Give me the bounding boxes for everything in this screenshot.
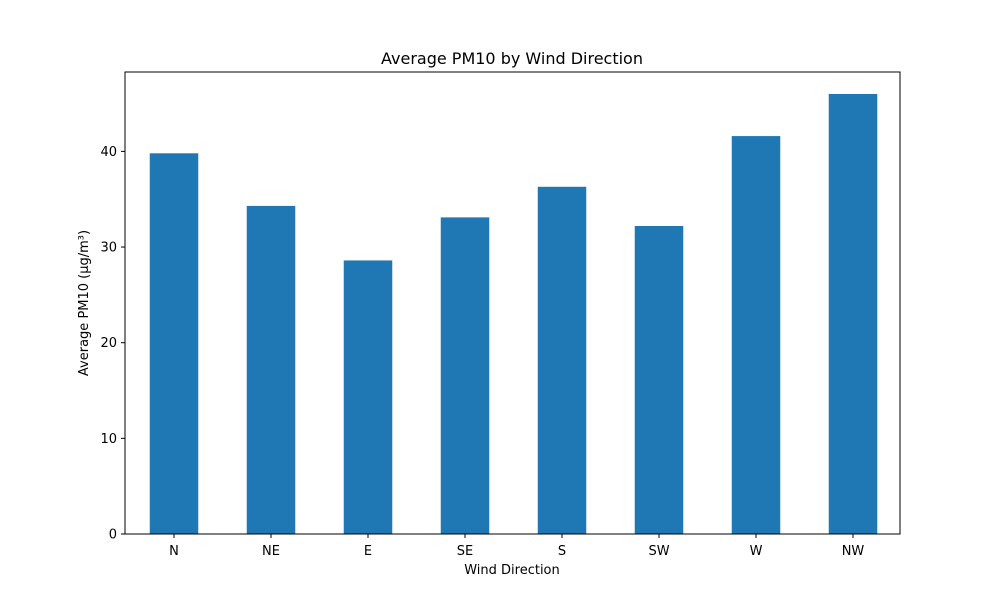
x-tick-label: N	[169, 544, 179, 559]
bar-e	[343, 260, 393, 534]
bars	[149, 94, 878, 535]
x-axis-label: Wind Direction	[464, 563, 560, 578]
chart-title: Average PM10 by Wind Direction	[381, 49, 643, 68]
bar-nw	[828, 94, 878, 534]
x-tick-label: NW	[842, 544, 865, 559]
y-axis-ticks: 0 10 20 30 40	[100, 145, 125, 543]
x-tick-label: S	[558, 544, 566, 559]
y-tick-label: 40	[100, 145, 117, 160]
y-tick-label: 20	[100, 336, 117, 351]
bar-s	[537, 186, 587, 535]
y-axis-label: Average PM10 (µg/m³)	[77, 230, 92, 376]
x-tick-label: W	[750, 544, 763, 559]
y-tick-label: 0	[109, 528, 117, 543]
y-tick-label: 30	[100, 241, 117, 256]
x-tick-label: NE	[262, 544, 280, 559]
y-tick-label: 10	[100, 432, 117, 447]
x-tick-label: E	[364, 544, 372, 559]
bar-se	[440, 217, 490, 535]
x-tick-label: SW	[648, 544, 669, 559]
x-axis-ticks: N NE E SE S SW W NW	[169, 534, 864, 559]
bar-w	[731, 136, 781, 534]
bar-n	[149, 153, 199, 534]
bar-ne	[246, 205, 296, 535]
x-tick-label: SE	[457, 544, 473, 559]
bar-sw	[634, 226, 684, 534]
plot-area-frame	[124, 71, 901, 535]
